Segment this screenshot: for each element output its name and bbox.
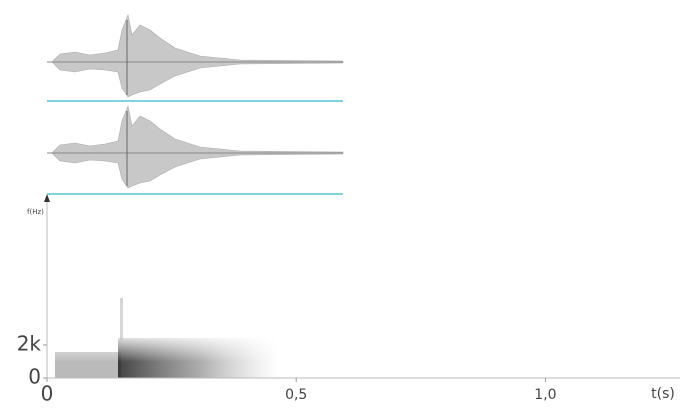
x-tick-label: 1,0 [534,387,556,403]
y-axis-label: f(Hz) [27,208,44,216]
y-tick-label: 2k [17,331,42,355]
x-tick-label: 0,5 [285,387,307,403]
spectrogram [55,298,285,378]
waveform [47,15,343,97]
y-tick-label: 0 [28,365,41,389]
x-tick-label: 0 [41,382,54,406]
x-axis-label: t(s) [651,386,675,402]
chart: f(Hz) t(s) 0 0,5 1,0 0 2k [0,0,683,408]
waveform [47,106,343,188]
axis-arrow [44,194,50,202]
